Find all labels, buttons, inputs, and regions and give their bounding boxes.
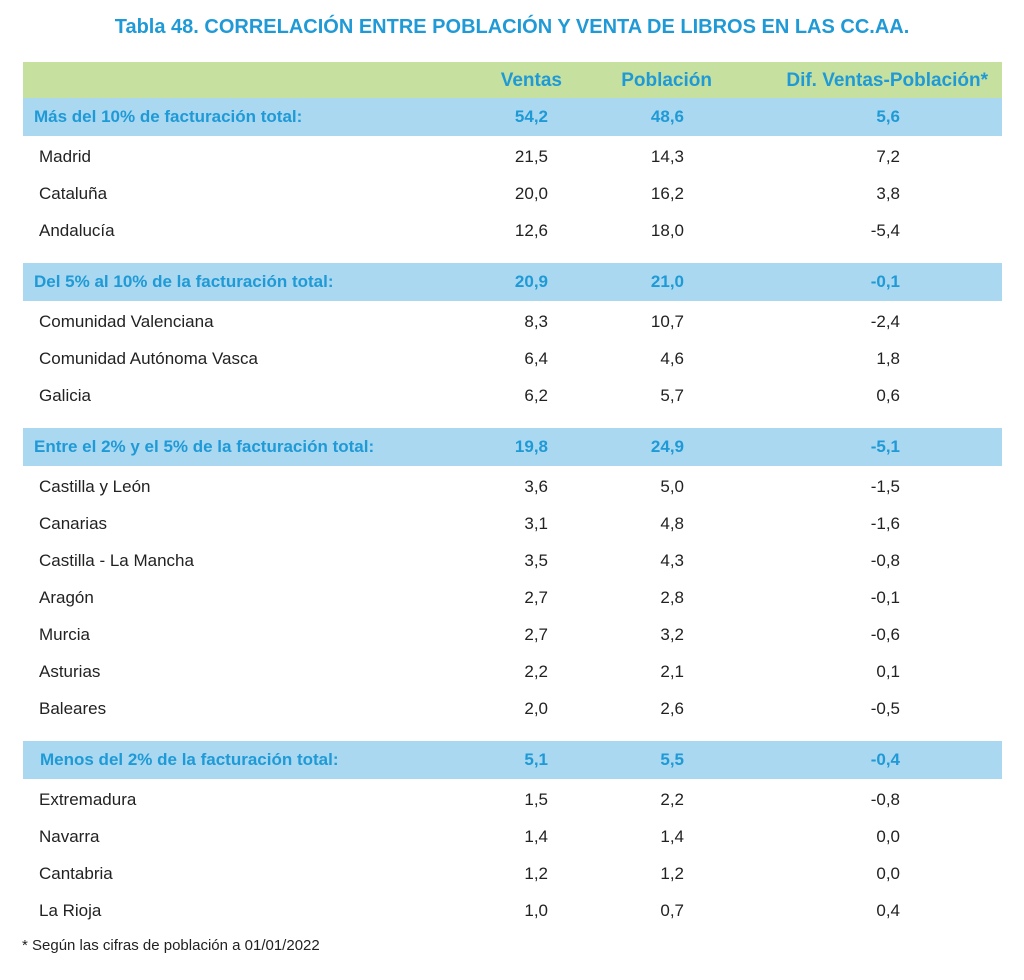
row-value: 14,3 — [650, 147, 684, 166]
row-value: 7,2 — [876, 147, 900, 166]
column-header: Dif. Ventas-Población* — [786, 70, 988, 91]
row-value: 6,4 — [524, 349, 548, 368]
row-label: Castilla - La Mancha — [39, 551, 194, 570]
row-value: 1,4 — [660, 827, 684, 846]
row-label: Navarra — [39, 827, 100, 846]
row-value: -0,5 — [870, 699, 900, 718]
row-value: 3,5 — [524, 551, 548, 570]
row-value: 3,2 — [660, 625, 684, 644]
footnote: * Según las cifras de población a 01/01/… — [22, 937, 320, 954]
row-value: -0,1 — [870, 588, 900, 607]
row-label: Canarias — [39, 514, 108, 533]
row-value: 21,5 — [514, 147, 548, 166]
row-value: -0,6 — [870, 625, 900, 644]
row-value: 1,2 — [524, 864, 548, 883]
row-value: 12,6 — [514, 221, 548, 240]
group-value: 24,9 — [650, 437, 684, 456]
group-label: Entre el 2% y el 5% de la facturación to… — [34, 437, 375, 456]
row-value: 1,4 — [524, 827, 548, 846]
row-value: -0,8 — [870, 551, 900, 570]
group-row — [23, 263, 1002, 301]
group-value: 48,6 — [650, 107, 684, 126]
row-value: 1,8 — [876, 349, 900, 368]
group-value: -0,1 — [870, 272, 900, 291]
row-value: 0,1 — [876, 662, 900, 681]
row-value: 20,0 — [514, 184, 548, 203]
group-value: 19,8 — [514, 437, 548, 456]
group-row — [23, 428, 1002, 466]
row-label: Castilla y León — [39, 477, 151, 496]
row-value: 2,2 — [660, 790, 684, 809]
group-value: 21,0 — [650, 272, 684, 291]
group-label: Menos del 2% de la facturación total: — [40, 750, 339, 769]
row-value: 1,0 — [524, 901, 548, 920]
row-value: 5,0 — [660, 477, 684, 496]
column-header: Ventas — [500, 70, 562, 91]
row-value: 4,6 — [660, 349, 684, 368]
row-value: 0,4 — [876, 901, 900, 920]
row-value: 1,5 — [524, 790, 548, 809]
row-label: Andalucía — [39, 221, 115, 240]
column-header: Población — [621, 70, 712, 91]
row-value: 0,6 — [876, 386, 900, 405]
row-label: La Rioja — [39, 901, 102, 920]
group-value: 5,1 — [524, 750, 548, 769]
group-row — [23, 741, 1002, 779]
row-value: 0,0 — [876, 827, 900, 846]
row-label: Asturias — [39, 662, 101, 681]
row-label: Comunidad Autónoma Vasca — [39, 349, 258, 368]
group-value: 54,2 — [514, 107, 548, 126]
row-label: Comunidad Valenciana — [39, 312, 214, 331]
row-label: Murcia — [39, 625, 91, 644]
group-value: 5,6 — [876, 107, 900, 126]
group-label: Del 5% al 10% de la facturación total: — [34, 272, 334, 291]
row-value: -5,4 — [870, 221, 900, 240]
row-value: 2,2 — [524, 662, 548, 681]
group-value: -5,1 — [870, 437, 900, 456]
row-value: -1,5 — [870, 477, 900, 496]
row-value: 4,3 — [660, 551, 684, 570]
row-value: 10,7 — [650, 312, 684, 331]
row-label: Cantabria — [39, 864, 113, 883]
row-value: 6,2 — [524, 386, 548, 405]
row-value: 1,2 — [660, 864, 684, 883]
row-value: 2,8 — [660, 588, 684, 607]
row-value: 16,2 — [650, 184, 684, 203]
row-label: Madrid — [39, 147, 91, 166]
row-value: 2,6 — [660, 699, 684, 718]
row-value: 2,0 — [524, 699, 548, 718]
row-value: 3,6 — [524, 477, 548, 496]
row-value: 5,7 — [660, 386, 684, 405]
row-value: 0,0 — [876, 864, 900, 883]
row-value: -2,4 — [870, 312, 900, 331]
row-value: 2,1 — [660, 662, 684, 681]
row-value: 3,1 — [524, 514, 548, 533]
row-value: -0,8 — [870, 790, 900, 809]
row-value: 8,3 — [524, 312, 548, 331]
row-value: -1,6 — [870, 514, 900, 533]
group-value: 20,9 — [514, 272, 548, 291]
group-value: -0,4 — [870, 750, 900, 769]
row-value: 2,7 — [524, 625, 548, 644]
group-row — [23, 98, 1002, 136]
group-label: Más del 10% de facturación total: — [34, 107, 303, 126]
title: Tabla 48. CORRELACIÓN ENTRE POBLACIÓN Y … — [114, 16, 910, 38]
row-value: 3,8 — [876, 184, 900, 203]
row-value: 4,8 — [660, 514, 684, 533]
row-label: Extremadura — [39, 790, 137, 809]
row-value: 2,7 — [524, 588, 548, 607]
row-label: Cataluña — [39, 184, 108, 203]
header-row — [23, 62, 1002, 98]
row-label: Galicia — [39, 386, 91, 405]
row-label: Baleares — [39, 699, 107, 718]
row-value: 0,7 — [660, 901, 684, 920]
row-label: Aragón — [39, 588, 94, 607]
group-value: 5,5 — [660, 750, 684, 769]
row-value: 18,0 — [650, 221, 684, 240]
